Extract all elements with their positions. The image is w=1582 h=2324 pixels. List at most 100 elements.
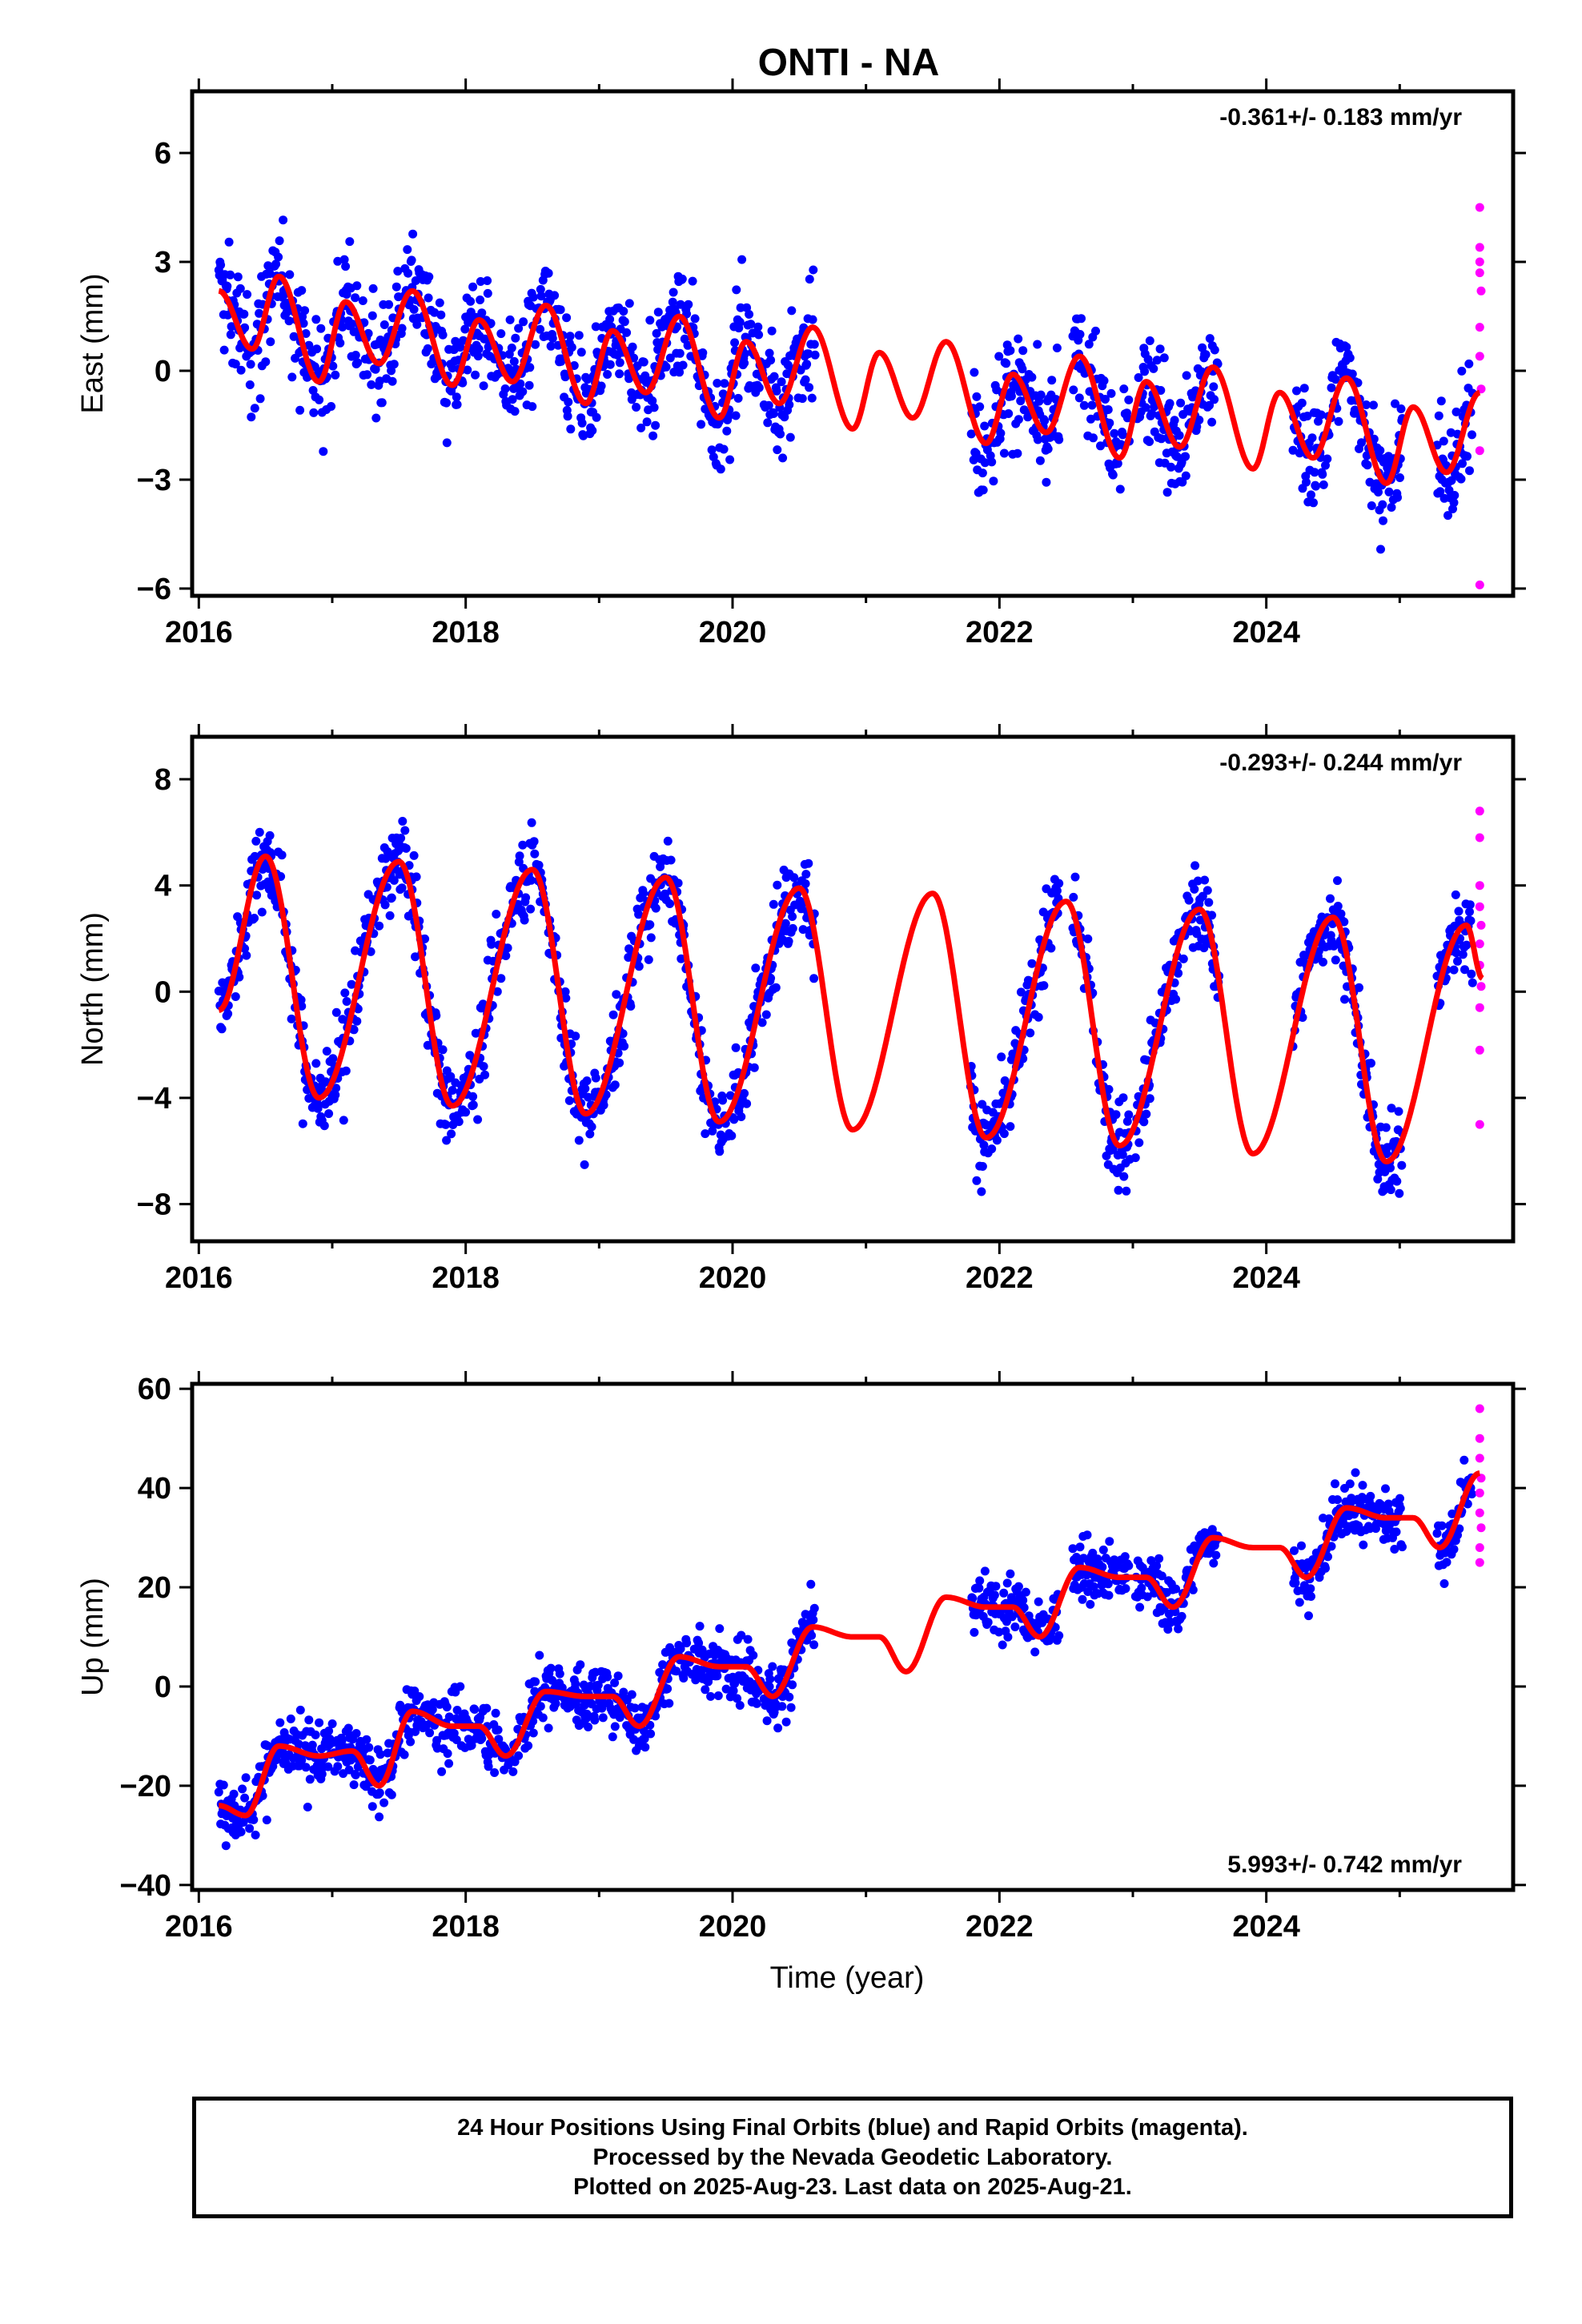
final-orbit-point [668,297,677,307]
final-orbit-point [1021,1587,1030,1597]
final-orbit-point [688,276,697,286]
final-orbit-point [328,361,338,371]
final-orbit-point [266,337,275,347]
final-orbit-point [566,424,576,434]
up-rapid-orbit-points [1475,1404,1486,1567]
final-orbit-point [622,328,632,337]
final-orbit-point [567,343,576,352]
final-orbit-point [646,1729,656,1739]
final-orbit-point [317,1769,327,1779]
final-orbit-point [508,395,517,404]
final-orbit-point [1203,886,1212,895]
final-orbit-point [1210,395,1219,404]
final-orbit-point [1381,1123,1391,1132]
final-orbit-point [1387,503,1396,512]
final-orbit-point [1437,1521,1447,1530]
final-orbit-point [246,360,255,369]
east-rapid-orbit-points [1475,203,1486,589]
final-orbit-point [467,1741,476,1750]
final-orbit-point [474,344,484,354]
final-orbit-point [337,1736,347,1746]
final-orbit-point [1209,1558,1219,1568]
final-orbit-point [333,1762,343,1771]
final-orbit-point [520,915,529,925]
final-orbit-point [752,1699,761,1708]
final-orbit-point [665,353,675,363]
final-orbit-point [491,1708,500,1718]
east-model-fit-line [217,273,1482,486]
final-orbit-point [1333,876,1342,886]
final-orbit-point [250,851,259,861]
final-orbit-point [1118,430,1127,440]
final-orbit-point [340,988,350,998]
final-orbit-point [627,1690,636,1699]
final-orbit-point [1193,876,1203,886]
panel-east: 2016 2018 2020 2022 2024 −6 −3 0 3 6 East (mm) -0.3… [76,78,1526,649]
final-orbit-point [788,1680,797,1690]
final-orbit-point [1307,490,1315,500]
final-orbit-point [1054,435,1064,444]
final-orbit-point [1395,473,1404,482]
rapid-orbit-point [1475,1404,1484,1413]
panels: 2016 2018 2020 2022 2024 −6 −3 0 3 6 East (mm) -0.3… [76,78,1526,1944]
final-orbit-point [1035,456,1045,465]
final-orbit-point [1442,1558,1452,1567]
final-orbit-point [1152,356,1162,365]
final-orbit-point [1391,1527,1401,1537]
final-orbit-point [1006,1569,1015,1578]
x-tick-label: 2024 [1232,1910,1300,1944]
final-orbit-point [634,910,644,919]
final-orbit-point [1155,344,1165,354]
east-final-orbit-points [214,215,1477,554]
x-axis-title: Time (year) [770,1961,925,1995]
final-orbit-point [371,364,380,374]
final-orbit-point [452,392,461,402]
final-orbit-point [731,411,741,420]
final-orbit-point [319,1121,329,1131]
final-orbit-point [544,1723,553,1733]
final-orbit-point [538,1713,548,1723]
final-orbit-point [443,1749,452,1759]
final-orbit-point [610,1722,620,1731]
final-orbit-point [231,992,240,1001]
final-orbit-point [742,1099,752,1108]
final-orbit-point [544,268,553,278]
rapid-orbit-point [1475,806,1484,816]
final-orbit-point [476,277,485,286]
final-orbit-point [314,1100,323,1110]
final-orbit-point [639,357,648,367]
final-orbit-point [1145,336,1154,345]
final-orbit-point [535,1651,544,1660]
up-final-orbit-points [214,1455,1476,1851]
final-orbit-point [1174,1624,1183,1634]
final-orbit-point [732,285,741,295]
final-orbit-point [713,1691,723,1700]
rapid-orbit-point [1475,1433,1484,1443]
final-orbit-point [514,324,524,333]
final-orbit-point [507,344,516,352]
final-orbit-point [742,303,752,312]
final-orbit-point [740,1088,749,1098]
final-orbit-point [978,468,987,478]
final-orbit-point [990,1590,999,1600]
final-orbit-point [787,306,797,316]
final-orbit-point [737,1112,746,1121]
final-orbit-point [476,296,485,304]
final-orbit-point [1369,400,1378,410]
final-orbit-point [773,1723,783,1733]
final-orbit-point [556,305,565,315]
final-orbit-point [389,360,399,369]
final-orbit-point [1363,460,1372,470]
final-orbit-point [801,879,810,888]
rapid-orbit-point [1476,982,1486,991]
x-tick-label: 2016 [165,1910,233,1944]
final-orbit-point [1362,451,1371,460]
final-orbit-point [1307,433,1317,443]
final-orbit-point [652,328,661,338]
final-orbit-point [1449,1545,1459,1554]
panel-up: 2016 2018 2020 2022 2024 −40 −20 0 20 40 60 Up (mm)… [76,1371,1526,1944]
final-orbit-point [785,1692,794,1702]
final-orbit-point [1432,1529,1442,1538]
rapid-orbit-point [1475,902,1484,911]
final-orbit-point [1069,385,1078,395]
